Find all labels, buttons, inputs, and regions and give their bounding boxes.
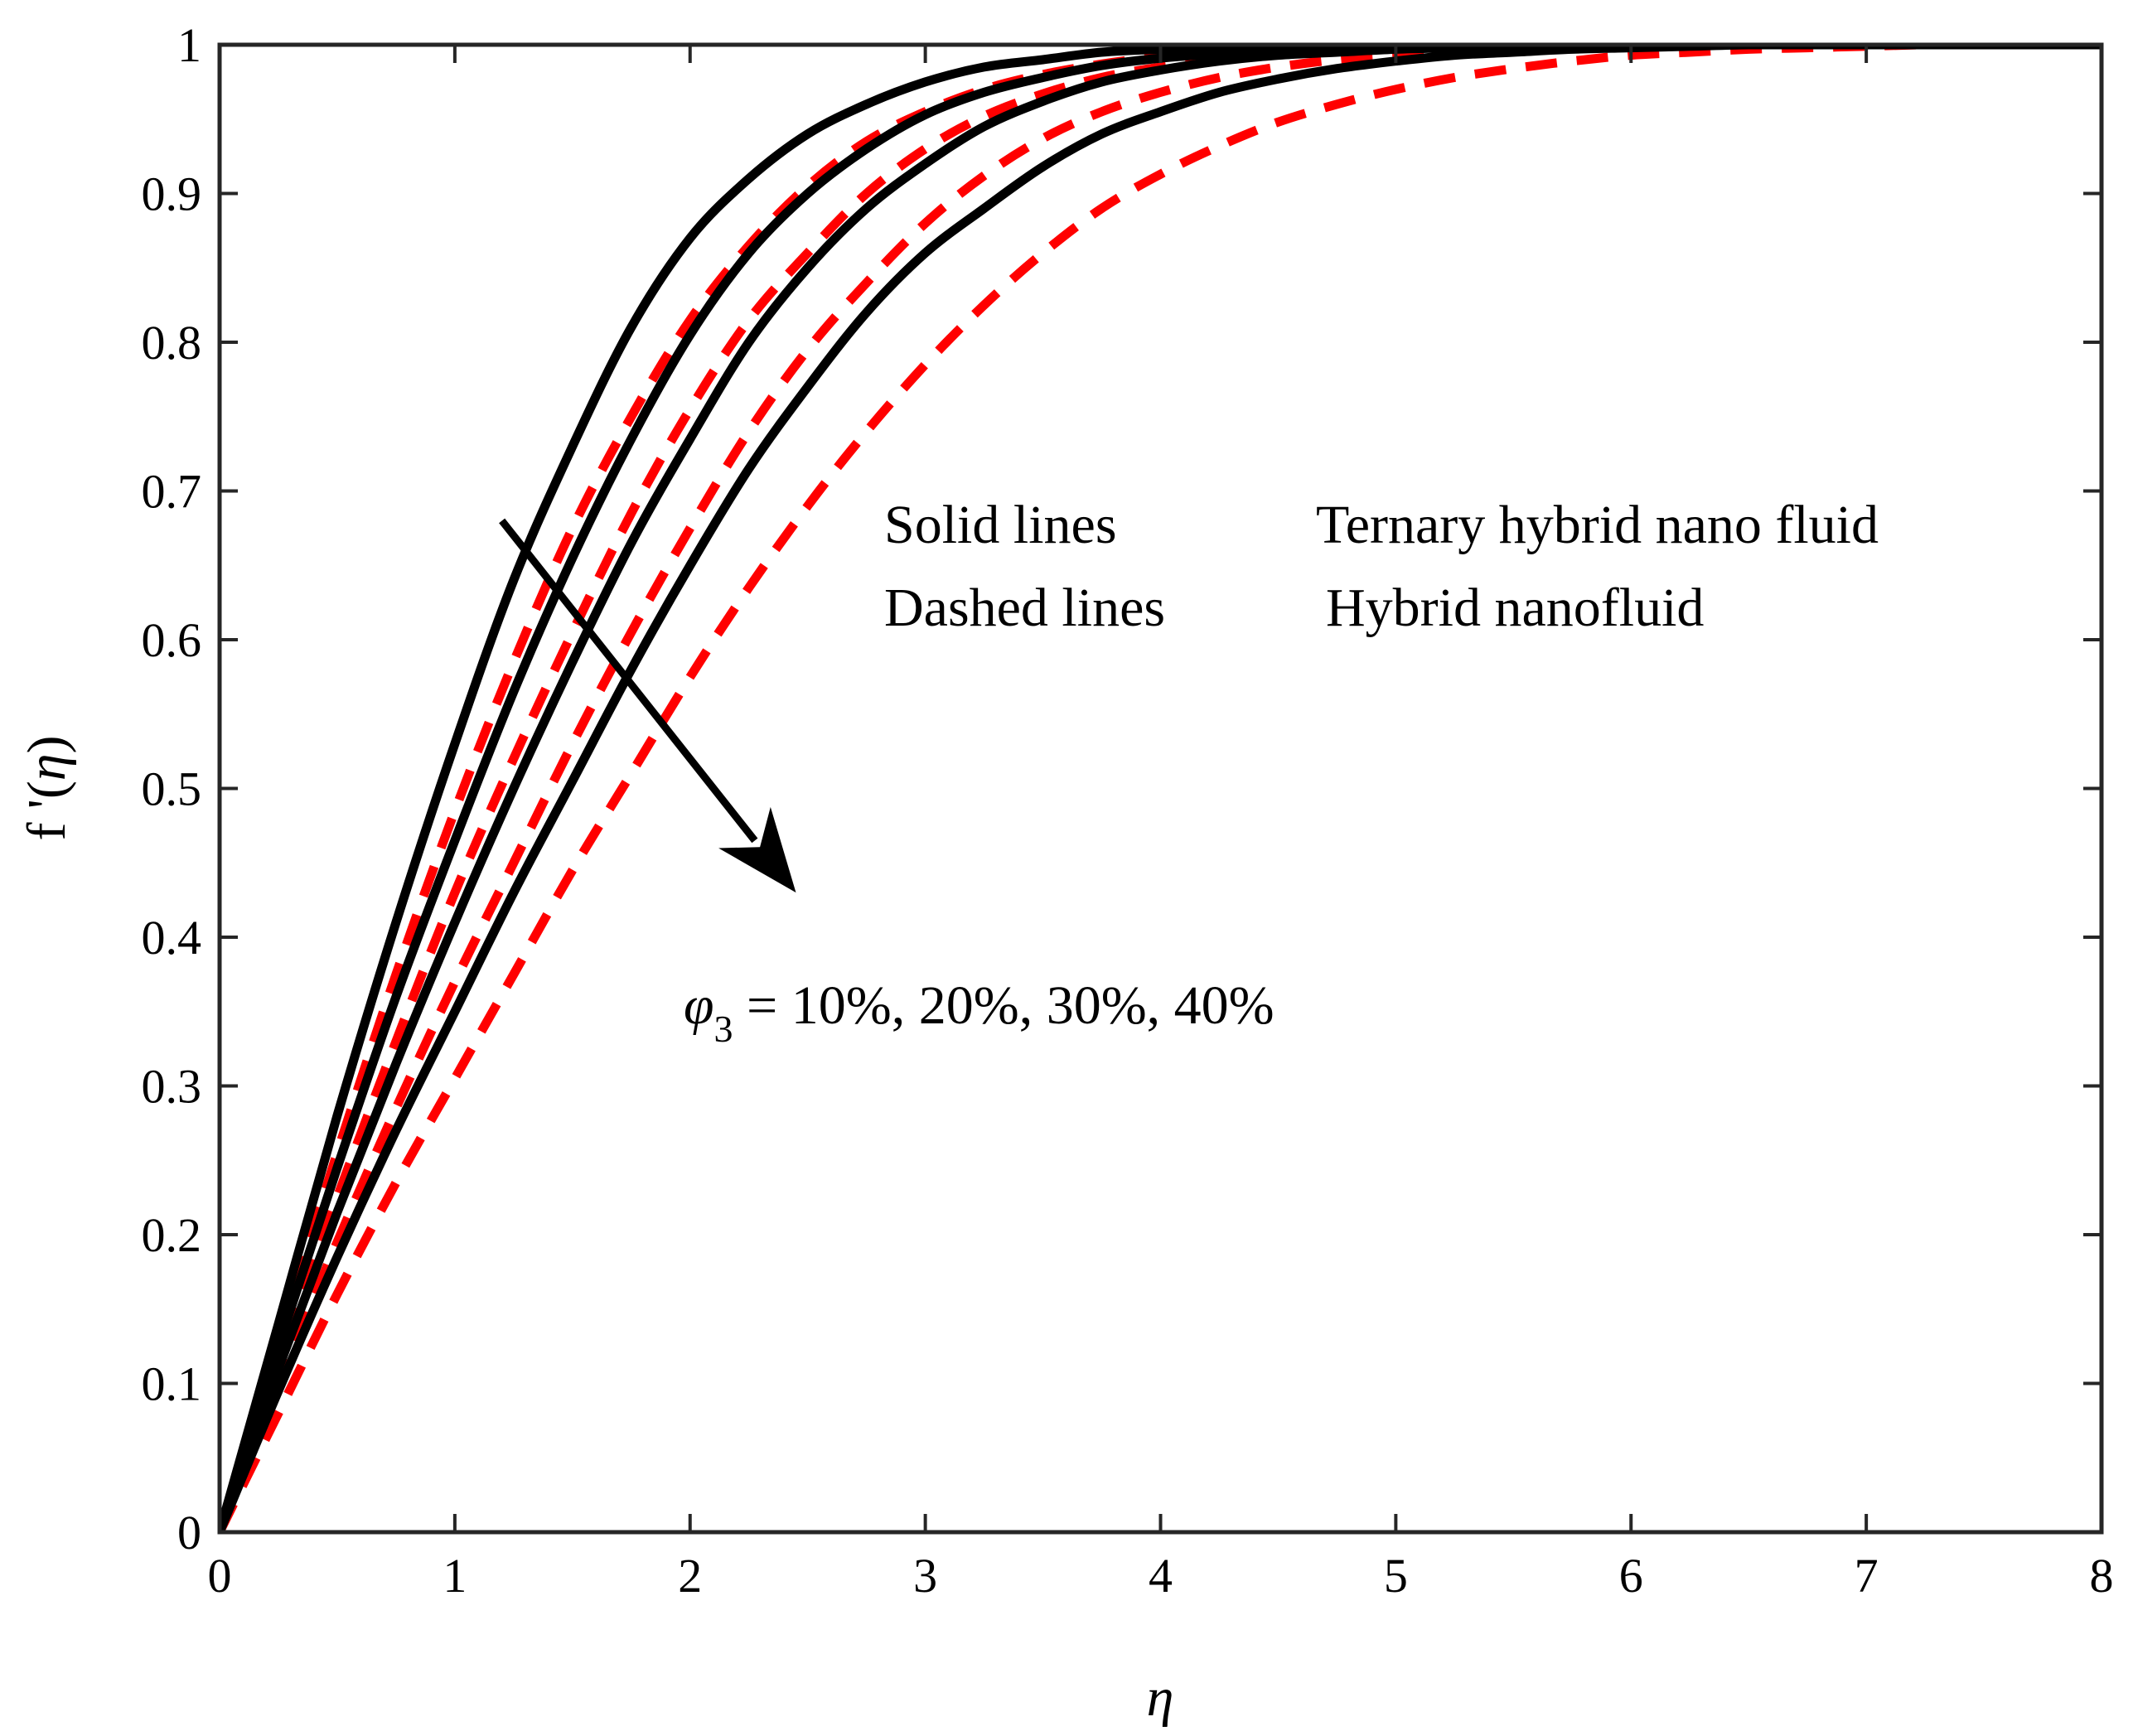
y-tick-label-0.6: 0.6 <box>142 613 202 667</box>
dashed-lines-desc: Hybrid nanofluid <box>1326 578 1704 638</box>
phi-symbol: φ <box>684 975 714 1036</box>
x-axis-title: η <box>1147 1667 1174 1728</box>
y-tick-label-0.7: 0.7 <box>142 465 202 519</box>
phi-annotation: φ3 = 10%, 20%, 30%, 40% <box>684 975 1274 1050</box>
y-tick-label-0.2: 0.2 <box>142 1208 202 1262</box>
y-axis-title: f '(η) <box>17 735 77 840</box>
x-tick-label-1: 1 <box>443 1549 467 1603</box>
y-tick-label-0.8: 0.8 <box>142 316 202 370</box>
x-tick-label-2: 2 <box>678 1549 702 1603</box>
y-tick-label-0.3: 0.3 <box>142 1060 202 1114</box>
y-tick-label-0.4: 0.4 <box>142 911 202 965</box>
x-tick-label-3: 3 <box>913 1549 937 1603</box>
phi-subscript: 3 <box>714 1008 733 1050</box>
y-axis-title-prefix: f '( <box>17 781 77 840</box>
phi-values: = 10%, 20%, 30%, 40% <box>733 975 1274 1036</box>
y-axis-title-var: η <box>17 753 77 781</box>
solid-lines-desc: Ternary hybrid nano fluid <box>1316 495 1879 555</box>
x-tick-label-4: 4 <box>1149 1549 1173 1603</box>
y-tick-label-0.9: 0.9 <box>142 167 202 221</box>
trend-arrow <box>499 518 758 844</box>
series-line-ternary-2 <box>220 45 2102 1532</box>
series-line-hybrid-1 <box>220 45 2102 1532</box>
x-tick-label-6: 6 <box>1619 1549 1643 1603</box>
series-line-hybrid-3 <box>220 45 2102 1532</box>
series-line-hybrid-2 <box>220 45 2102 1532</box>
x-tick-label-7: 7 <box>1855 1549 1879 1603</box>
trend-arrow-head <box>718 806 796 893</box>
series-line-ternary-1 <box>220 45 2102 1532</box>
series-line-ternary-3 <box>220 45 2102 1532</box>
dashed-lines-label: Dashed lines <box>884 578 1165 638</box>
x-tick-label-8: 8 <box>2090 1549 2114 1603</box>
y-axis-title-suffix: ) <box>17 735 77 753</box>
y-tick-label-0.5: 0.5 <box>142 762 202 816</box>
solid-lines-label: Solid lines <box>884 495 1117 555</box>
y-tick-label-0: 0 <box>177 1506 201 1559</box>
y-tick-label-1: 1 <box>177 18 201 72</box>
x-tick-label-0: 0 <box>208 1549 232 1603</box>
x-tick-label-5: 5 <box>1384 1549 1408 1603</box>
y-tick-label-0.1: 0.1 <box>142 1357 202 1411</box>
